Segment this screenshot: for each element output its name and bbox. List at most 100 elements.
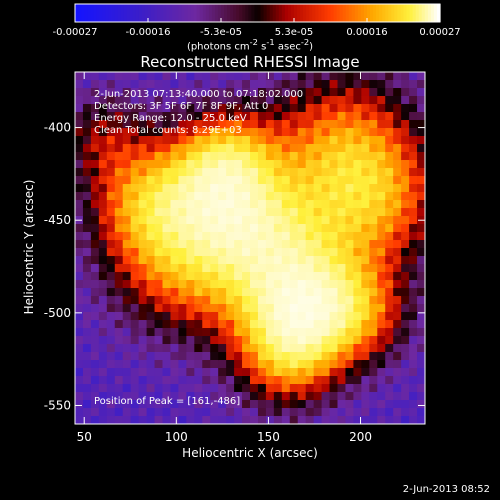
heatmap-cell [265, 96, 275, 105]
heatmap-cell [202, 264, 211, 273]
heatmap-cell [138, 344, 148, 353]
heatmap-cell [353, 232, 362, 241]
heatmap-cell [242, 184, 251, 193]
heatmap-cell [178, 152, 187, 161]
heatmap-cell [178, 288, 187, 297]
heatmap-cell [353, 352, 362, 361]
heatmap-cell [273, 144, 283, 153]
heatmap-cell [186, 72, 195, 81]
heatmap-cell [75, 80, 84, 89]
heatmap-cell [122, 80, 132, 89]
heatmap-cell [75, 368, 84, 377]
heatmap-cell [353, 152, 362, 161]
heatmap-cell [162, 216, 171, 225]
heatmap-cell [170, 152, 179, 161]
heatmap-cell [106, 152, 116, 161]
heatmap-cell [162, 136, 171, 145]
heatmap-cell [178, 352, 187, 361]
heatmap-cell [154, 96, 163, 105]
heatmap-cell [297, 344, 307, 353]
heatmap-cell [234, 216, 243, 225]
colorbar-segment [406, 4, 411, 22]
heatmap-cell [257, 264, 267, 273]
heatmap-cell [106, 360, 116, 369]
heatmap-cell [257, 296, 267, 305]
heatmap-cell [353, 112, 362, 121]
heatmap-cell [273, 320, 283, 329]
heatmap-cell [250, 168, 259, 177]
heatmap-cell [234, 176, 243, 185]
heatmap-cell [130, 232, 140, 241]
heatmap-cell [281, 280, 291, 289]
heatmap-cell [361, 352, 370, 361]
heatmap-cell [186, 112, 195, 121]
heatmap-cell [417, 224, 426, 233]
colorbar-segment [132, 4, 137, 22]
heatmap-cell [170, 280, 179, 289]
heatmap-cell [130, 408, 140, 417]
heatmap-cell [345, 200, 354, 209]
heatmap-cell [226, 368, 235, 377]
heatmap-cell [82, 96, 92, 105]
heatmap-cell [98, 120, 108, 129]
heatmap-cell [218, 232, 227, 241]
heatmap-cell [361, 168, 370, 177]
heatmap-cell [210, 288, 219, 297]
heatmap-cell [409, 312, 418, 321]
heatmap-cell [194, 416, 203, 425]
heatmap-cell [234, 376, 243, 385]
heatmap-cell [82, 136, 92, 145]
heatmap-cell [170, 144, 179, 153]
heatmap-cell [337, 408, 346, 417]
heatmap-cell [210, 240, 219, 249]
heatmap-cell [162, 288, 171, 297]
heatmap-cell [130, 216, 140, 225]
heatmap-cell [226, 408, 235, 417]
heatmap-cell [377, 312, 386, 321]
heatmap-cell [130, 208, 140, 217]
y-tick-label: -500 [44, 306, 71, 320]
colorbar-segment [190, 4, 195, 22]
heatmap-cell [82, 376, 92, 385]
heatmap-cell [250, 184, 259, 193]
colorbar-segment [129, 4, 134, 22]
heatmap-cell [337, 216, 346, 225]
heatmap-cell [218, 168, 227, 177]
x-tick-label: 150 [257, 430, 280, 444]
heatmap-cell [242, 352, 251, 361]
colorbar-segment [348, 4, 353, 22]
heatmap-cell [377, 400, 386, 409]
heatmap-cell [75, 128, 84, 137]
heatmap-cell [146, 112, 156, 121]
heatmap-cell [265, 136, 275, 145]
heatmap-cell [138, 72, 148, 81]
heatmap-cell [106, 408, 116, 417]
colorbar-segment [175, 4, 180, 22]
heatmap-cell [385, 112, 394, 121]
heatmap-cell [130, 112, 140, 121]
heatmap-cell [202, 416, 211, 425]
heatmap-cell [265, 408, 275, 417]
heatmap-cell [82, 400, 92, 409]
heatmap-cell [162, 256, 171, 265]
heatmap-cell [417, 344, 426, 353]
heatmap-cell [138, 208, 148, 217]
heatmap-cell [345, 128, 354, 137]
heatmap-cell [345, 216, 354, 225]
heatmap-cell [138, 272, 148, 281]
heatmap-cell [242, 344, 251, 353]
heatmap-cell [369, 96, 378, 105]
heatmap-cell [409, 384, 418, 393]
heatmap-cell [234, 304, 243, 313]
heatmap-cell [170, 160, 179, 169]
heatmap-cell [297, 240, 307, 249]
heatmap-cell [361, 288, 370, 297]
heatmap-cell [146, 296, 156, 305]
heatmap-cell [242, 376, 251, 385]
heatmap-cell [98, 408, 108, 417]
heatmap-cell [361, 136, 370, 145]
heatmap-cell [138, 408, 148, 417]
heatmap-cell [305, 112, 315, 121]
heatmap-cell [401, 256, 410, 265]
heatmap-cell [377, 392, 386, 401]
